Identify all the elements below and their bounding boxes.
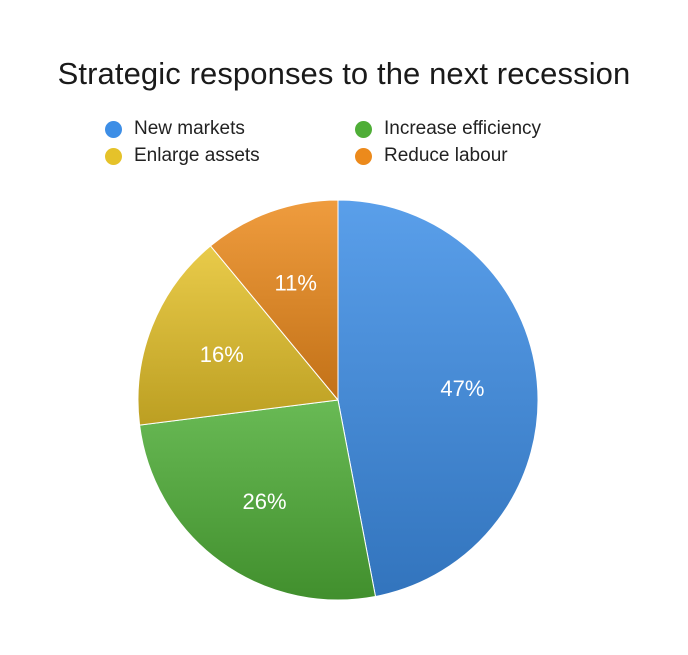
legend-label-new-markets: New markets	[134, 118, 245, 139]
legend-label-enlarge-assets: Enlarge assets	[134, 145, 260, 166]
legend-item-enlarge-assets: Enlarge assets	[105, 145, 260, 167]
legend-item-new-markets: New markets	[105, 118, 245, 140]
legend-swatch-increase-efficiency	[355, 120, 372, 138]
pie-label-reduce-labour: 11%	[274, 270, 316, 295]
pie-label-new-markets: 47%	[440, 376, 484, 401]
legend-swatch-new-markets	[105, 120, 122, 138]
pie-label-enlarge-assets: 16%	[200, 342, 244, 367]
pie-slice-enlarge-assets	[137, 245, 339, 426]
pie-slice-increase-efficiency	[139, 399, 377, 601]
pie-slice-new-markets	[337, 199, 539, 598]
pie-slice-reduce-labour	[209, 199, 339, 402]
legend: New markets Increase efficiency Enlarge …	[105, 118, 625, 174]
chart-title: Strategic responses to the next recessio…	[57, 56, 631, 91]
pie-label-increase-efficiency: 26%	[242, 489, 286, 514]
legend-label-increase-efficiency: Increase efficiency	[384, 118, 542, 139]
legend-swatch-reduce-labour	[355, 147, 372, 165]
legend-swatch-enlarge-assets	[105, 147, 122, 165]
legend-item-increase-efficiency: Increase efficiency	[355, 118, 541, 140]
legend-label-reduce-labour: Reduce labour	[384, 145, 508, 166]
pie-labels: 47% 26% 16% 11%	[200, 270, 485, 514]
pie-slices	[137, 199, 539, 601]
legend-item-reduce-labour: Reduce labour	[355, 145, 508, 167]
